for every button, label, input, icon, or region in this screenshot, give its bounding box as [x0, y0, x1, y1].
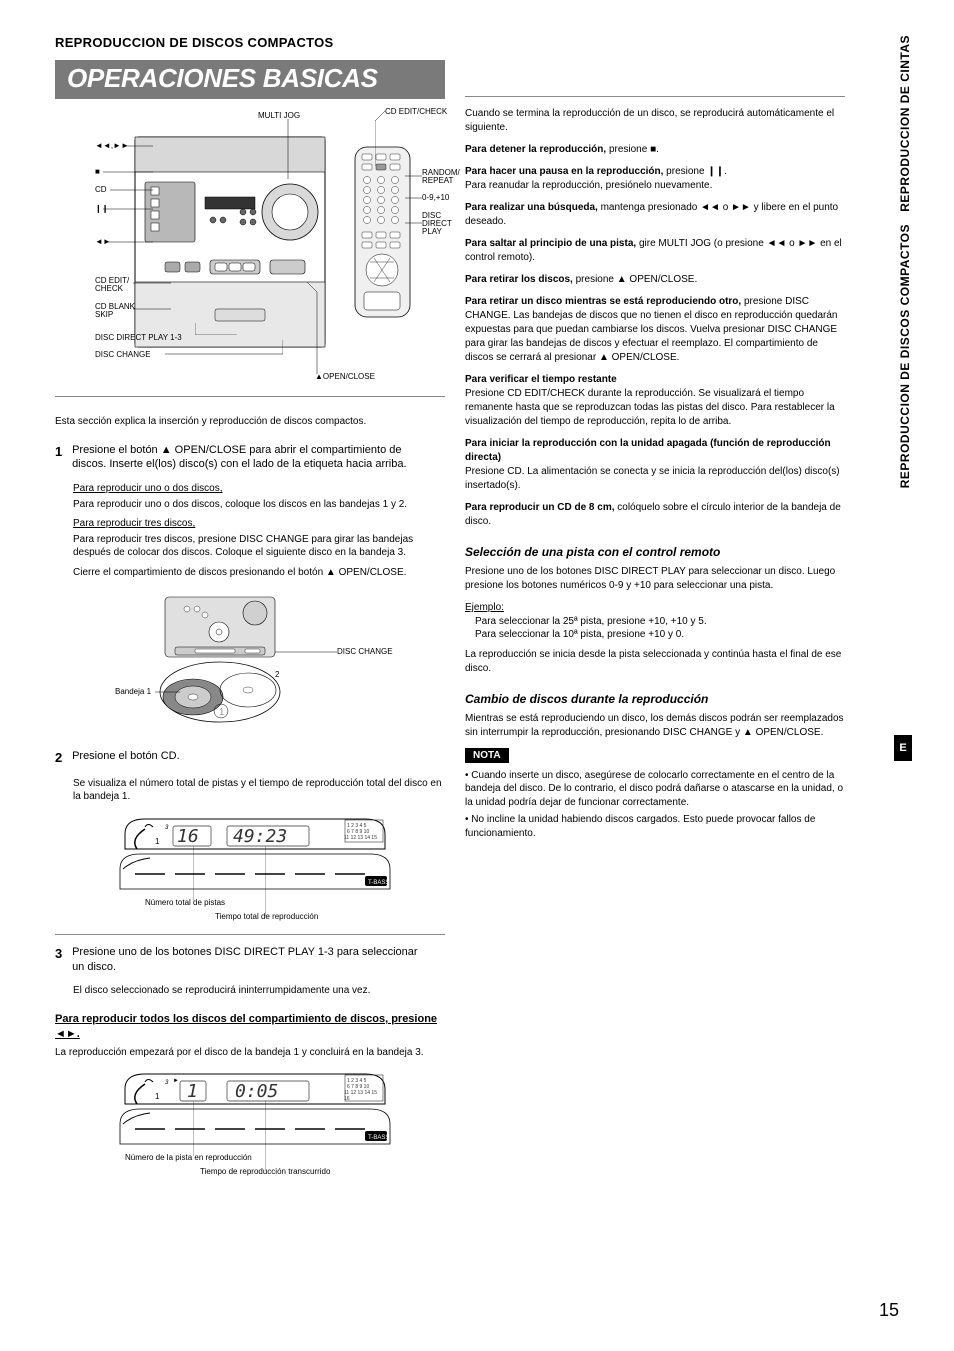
- nota1: • Cuando inserte un disco, asegúrese de …: [465, 769, 845, 810]
- nota-badge: NOTA: [465, 748, 509, 763]
- tray-figure: 1 2 Bandeja 1 DISC CHANGE: [115, 587, 445, 737]
- label-bandeja1: Bandeja 1: [115, 687, 151, 696]
- label-cdedit-l: CD EDIT/ CHECK: [95, 277, 129, 293]
- step2-text: Presione el botón CD.: [72, 749, 432, 764]
- step3-text: Presione uno de los botones DISC DIRECT …: [72, 945, 432, 975]
- lcd1-label1: Tiempo total de reproducción: [215, 912, 318, 921]
- rc-p2: presione ■.: [606, 144, 659, 155]
- section-title: OPERACIONES BASICAS: [55, 60, 445, 99]
- label-discchange-tray: DISC CHANGE: [337, 647, 393, 656]
- step1-text: Presione el botón ▲ OPEN/CLOSE para abri…: [72, 443, 432, 473]
- intro-text: Esta sección explica la inserción y repr…: [55, 415, 445, 429]
- rc-p4-label: Para realizar una búsqueda,: [465, 202, 598, 213]
- step2-num: 2: [55, 749, 69, 767]
- bottom-para: La reproducción empezará por el disco de…: [55, 1046, 445, 1060]
- svg-text:11 12 13 14 15: 11 12 13 14 15: [344, 835, 377, 841]
- rc-ex-label: Ejemplo:: [465, 602, 504, 613]
- rc-p7-label: Para retirar un disco mientras se está r…: [465, 296, 741, 307]
- rc-p8: Presione CD EDIT/CHECK durante la reprod…: [465, 388, 835, 427]
- rc-p3-sub: Para reanudar la reproducción, presiónel…: [465, 180, 712, 191]
- svg-text:1: 1: [219, 707, 225, 718]
- svg-text:1: 1: [187, 1081, 198, 1102]
- label-cdedit-r: CD EDIT/CHECK: [385, 107, 447, 116]
- svg-text:1: 1: [155, 837, 160, 846]
- rc-para1: Cuando se termina la reproducción de un …: [465, 107, 845, 135]
- lcd1-tracks: 16: [177, 826, 199, 847]
- lcd1-label2: Número total de pistas: [145, 898, 225, 907]
- svg-text:1: 1: [155, 1092, 160, 1101]
- label-discchange: DISC CHANGE: [95, 350, 151, 359]
- page-number: 15: [879, 1300, 899, 1321]
- label-09: 0-9,+10: [422, 193, 449, 202]
- step3-sub: El disco seleccionado se reproducirá ini…: [73, 984, 445, 998]
- rc-p11: Presione uno de los botones DISC DIRECT …: [465, 565, 845, 593]
- sidebar-line2: REPRODUCCION DE DISCOS COMPACTOS: [898, 224, 912, 488]
- step3-num: 3: [55, 945, 69, 963]
- rc-p5-label: Para saltar al principio de una pista,: [465, 238, 636, 249]
- lcd-figure-2: 31 1 ► 0:05 1 2 3 4 5 6 7 8 9 10 11 12 1…: [115, 1069, 445, 1179]
- step1-sub2: Para reproducir tres discos, presione DI…: [73, 534, 413, 559]
- label-ddp-r: DISC DIRECT PLAY: [422, 212, 452, 236]
- svg-text:0:05: 0:05: [235, 1081, 278, 1102]
- rc-p8-label: Para verificar el tiempo restante: [465, 374, 617, 385]
- rc-p3-label: Para hacer una pausa en la reproducción,: [465, 166, 663, 177]
- lcd2-label1: Tiempo de reproducción transcurrido: [200, 1167, 330, 1176]
- svg-text:T-BASS: T-BASS: [368, 1135, 389, 1141]
- rc-p6-label: Para retirar los discos,: [465, 274, 573, 285]
- svg-text:2: 2: [275, 670, 280, 679]
- sidebar-vertical: REPRODUCCION DE CINTAS REPRODUCCION DE D…: [898, 35, 912, 715]
- rc-p9-label: Para iniciar la reproducción con la unid…: [465, 438, 831, 463]
- lcd2-label2: Número de la pista en reproducción: [125, 1153, 252, 1162]
- label-openclose: ▲OPEN/CLOSE: [315, 372, 375, 381]
- label-multijog: MULTI JOG: [258, 111, 300, 120]
- bottom-heading: Para reproducir todos los discos del com…: [55, 1012, 445, 1042]
- rc-p12-label: Cambio de discos durante la reproducción: [465, 692, 845, 706]
- header-strip: REPRODUCCION DE DISCOS COMPACTOS: [55, 35, 445, 50]
- svg-text:►: ►: [173, 1078, 179, 1084]
- system-figure: MULTI JOG CD EDIT/CHECK RANDOM/ REPEAT 0…: [55, 107, 445, 397]
- lcd-figure-1: 31 16 49:23 1 2 3 4 5 6 7 8 9 10 11 12 1…: [115, 814, 445, 924]
- label-cd: CD: [95, 185, 107, 194]
- rc-p6: presione ▲ OPEN/CLOSE.: [573, 274, 697, 285]
- rc-p11-sub: La reproducción se inicia desde la pista…: [465, 648, 845, 676]
- rc-p11-label: Selección de una pista con el control re…: [465, 545, 845, 559]
- svg-text:T-BASS: T-BASS: [368, 880, 389, 886]
- rc-p10-label: Para reproducir un CD de 8 cm,: [465, 502, 615, 513]
- step1-sub1-title: Para reproducir uno o dos discos,: [73, 482, 445, 496]
- step2-sub: Se visualiza el número total de pistas y…: [73, 777, 445, 804]
- rc-p2-label: Para detener la reproducción,: [465, 144, 606, 155]
- nota2: • No incline la unidad habiendo discos c…: [465, 813, 845, 840]
- rc-p9: Presione CD. La alimentación se conecta …: [465, 466, 840, 491]
- label-stop: ■: [95, 167, 100, 176]
- rc-ex1: Para seleccionar la 25ª pista, presione …: [475, 615, 845, 629]
- rc-p12: Mientras se está reproduciendo un disco,…: [465, 712, 845, 740]
- step1-sub3: Cierre el compartimiento de discos presi…: [73, 566, 445, 580]
- rc-p3: presione ❙❙.: [663, 166, 726, 177]
- step1-sub1: Para reproducir uno o dos discos, coloqu…: [73, 499, 407, 510]
- step1-sub2-title: Para reproducir tres discos,: [73, 517, 445, 531]
- rc-ex2: Para seleccionar la 10ª pista, presione …: [475, 628, 845, 642]
- svg-text:49:23: 49:23: [233, 826, 287, 847]
- sidebar-line1: REPRODUCCION DE CINTAS: [898, 35, 912, 212]
- language-tab: E: [894, 735, 912, 761]
- label-random: RANDOM/ REPEAT: [422, 169, 460, 185]
- step1-num: 1: [55, 443, 69, 461]
- label-blankskip: CD BLANK SKIP: [95, 303, 135, 319]
